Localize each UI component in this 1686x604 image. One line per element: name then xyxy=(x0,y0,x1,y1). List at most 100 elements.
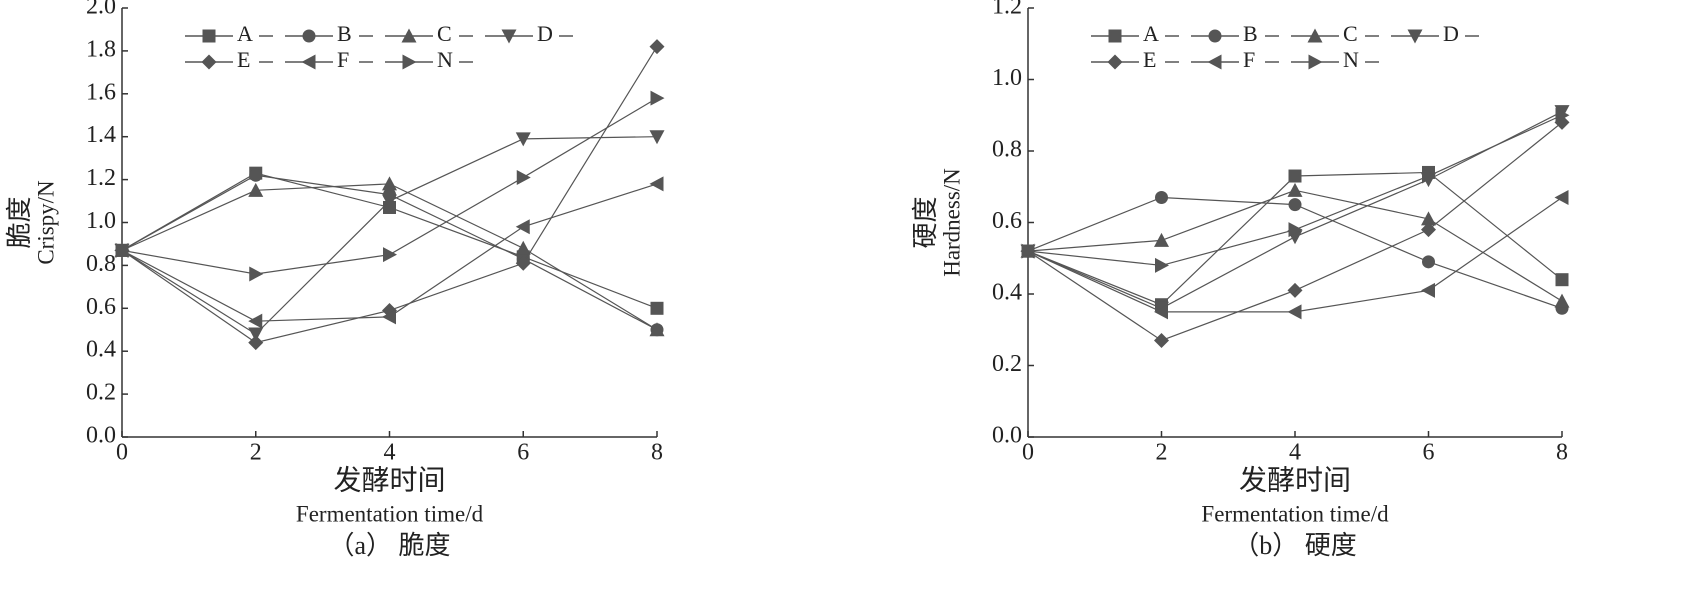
data-point xyxy=(249,266,264,282)
legend-label: D xyxy=(1443,21,1459,46)
legend-marker xyxy=(402,54,417,70)
y-tick-label: 1.0 xyxy=(86,208,116,234)
data-point xyxy=(1155,190,1168,204)
data-point xyxy=(1555,273,1569,287)
data-point xyxy=(1554,189,1569,205)
data-point xyxy=(1421,282,1435,298)
y-tick-label: 2.0 xyxy=(86,0,116,20)
legend-marker xyxy=(1307,28,1323,43)
data-point xyxy=(515,240,531,255)
legend-label: N xyxy=(437,47,453,72)
legend-label: C xyxy=(437,21,452,46)
y-tick-label: 0.4 xyxy=(86,337,116,363)
data-point xyxy=(1421,211,1436,226)
legend-label: E xyxy=(1143,47,1156,72)
y-tick-label: 0.2 xyxy=(86,380,116,406)
data-point xyxy=(1154,304,1168,320)
legend-label: N xyxy=(1343,47,1359,72)
data-point xyxy=(1288,198,1302,212)
caption: （b） 硬度 xyxy=(1233,531,1357,560)
x-tick-label: 0 xyxy=(116,440,128,466)
y-tick-label: 0.8 xyxy=(86,251,116,277)
y-tick-label: 1.8 xyxy=(86,36,116,62)
data-point xyxy=(650,90,665,106)
y-tick-label: 0.6 xyxy=(992,208,1022,234)
y-tick-label: 0.0 xyxy=(992,423,1022,449)
x-tick-label: 8 xyxy=(1556,440,1568,466)
data-point xyxy=(649,322,665,337)
x-label: 发酵时间 xyxy=(1239,464,1351,496)
data-point xyxy=(382,194,397,209)
legend-label: B xyxy=(337,21,352,46)
x-tick-label: 0 xyxy=(1022,440,1034,466)
data-point xyxy=(382,309,396,325)
y-tick-label: 1.4 xyxy=(86,122,116,148)
x-tick-label: 4 xyxy=(1289,440,1301,466)
data-point xyxy=(649,176,664,192)
legend-label: C xyxy=(1343,21,1358,46)
legend-label: F xyxy=(1243,47,1255,72)
y-tick-label: 0.4 xyxy=(992,280,1022,306)
legend-marker xyxy=(201,54,217,70)
data-point xyxy=(115,242,130,258)
data-point xyxy=(1288,169,1302,183)
x-tick-label: 8 xyxy=(651,440,663,466)
data-point xyxy=(649,39,665,55)
data-point xyxy=(1555,107,1570,123)
data-point xyxy=(248,327,264,342)
x-tick-label: 2 xyxy=(250,440,262,466)
legend-marker xyxy=(302,29,316,43)
data-point xyxy=(515,219,530,235)
data-point xyxy=(650,301,664,315)
data-point xyxy=(516,169,531,185)
data-point xyxy=(1154,232,1169,247)
legend-label: B xyxy=(1243,21,1258,46)
data-point xyxy=(248,182,264,197)
legend-label: D xyxy=(537,21,553,46)
x-tick-label: 6 xyxy=(517,440,529,466)
data-point xyxy=(515,255,531,271)
data-point xyxy=(382,176,397,191)
data-point xyxy=(1287,182,1303,197)
legend-label: F xyxy=(337,47,349,72)
legend-marker xyxy=(202,29,216,43)
legend-marker xyxy=(301,54,316,70)
y-tick-label: 0.0 xyxy=(86,423,116,449)
data-point xyxy=(248,313,263,329)
y-tick-label: 0.6 xyxy=(86,294,116,320)
legend-marker xyxy=(401,28,417,43)
y-tick-label: 1.0 xyxy=(992,65,1022,91)
y-tick-label: 1.2 xyxy=(992,0,1022,20)
data-point xyxy=(1287,282,1303,298)
data-point xyxy=(515,132,531,147)
y-label: 脆度 xyxy=(5,196,34,248)
x-tick-label: 2 xyxy=(1156,440,1168,466)
y-label: Crispy/N xyxy=(33,180,58,265)
legend-marker xyxy=(1107,54,1123,70)
y-tick-label: 1.2 xyxy=(86,165,116,191)
legend-marker xyxy=(501,29,517,44)
data-point xyxy=(1154,332,1169,348)
legend-marker xyxy=(1208,29,1222,43)
data-point xyxy=(383,247,397,263)
legend-marker xyxy=(1308,54,1323,70)
x-label: Fermentation time/d xyxy=(1201,501,1389,526)
x-tick-label: 6 xyxy=(1423,440,1435,466)
y-label: Hardness/N xyxy=(939,168,964,277)
data-point xyxy=(249,168,263,182)
y-tick-label: 1.6 xyxy=(86,79,116,105)
legend-marker xyxy=(1108,29,1122,43)
x-tick-label: 4 xyxy=(384,440,396,466)
data-point xyxy=(649,130,665,145)
x-label: 发酵时间 xyxy=(333,464,445,496)
y-label: 硬度 xyxy=(911,196,940,248)
y-tick-label: 0.8 xyxy=(992,137,1022,163)
y-tick-label: 0.2 xyxy=(992,351,1022,377)
data-point xyxy=(1288,222,1303,238)
legend-label: A xyxy=(237,21,253,46)
data-point xyxy=(1554,293,1570,308)
legend-label: A xyxy=(1143,21,1159,46)
data-point xyxy=(248,335,264,351)
data-point xyxy=(1287,304,1302,320)
